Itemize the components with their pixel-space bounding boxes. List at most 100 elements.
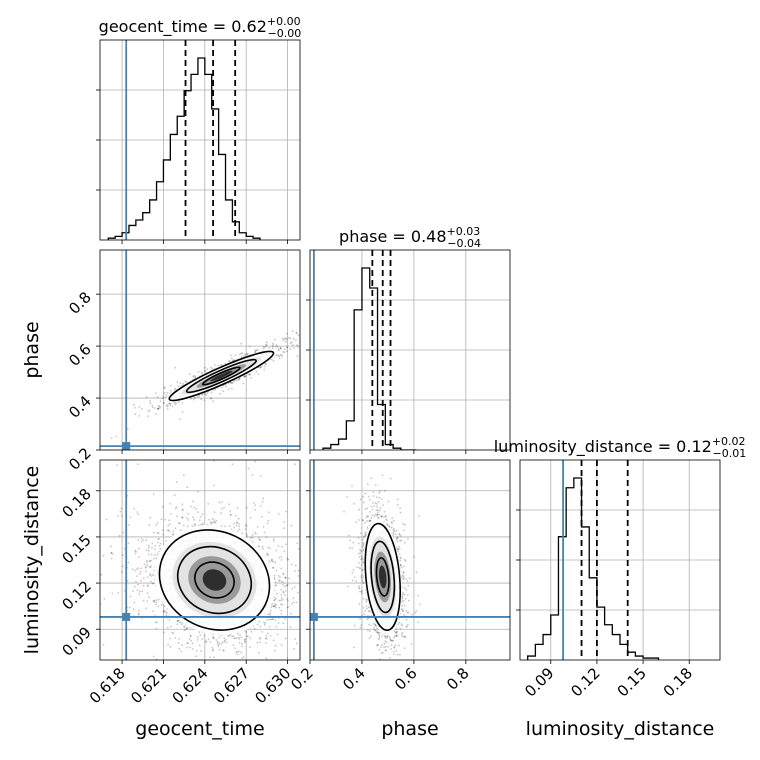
scatter-point bbox=[120, 507, 123, 510]
scatter-point bbox=[280, 597, 283, 599]
scatter-point bbox=[151, 404, 154, 407]
scatter-point bbox=[152, 573, 154, 576]
scatter-point bbox=[296, 344, 298, 346]
scatter-point bbox=[319, 530, 321, 532]
scatter-point bbox=[151, 547, 153, 549]
scatter-point bbox=[272, 639, 275, 642]
scatter-point bbox=[276, 346, 279, 348]
scatter-point bbox=[132, 590, 135, 593]
panel-1-0 bbox=[96, 249, 301, 454]
scatter-point bbox=[234, 647, 236, 649]
scatter-point bbox=[266, 344, 268, 347]
scatter-point bbox=[236, 650, 239, 653]
scatter-point bbox=[272, 342, 274, 345]
scatter-point bbox=[240, 342, 243, 345]
scatter-point bbox=[230, 513, 232, 516]
scatter-point bbox=[165, 404, 168, 407]
scatter-point bbox=[284, 585, 286, 588]
scatter-point bbox=[280, 599, 282, 602]
scatter-point bbox=[245, 532, 248, 535]
scatter-point bbox=[134, 585, 136, 588]
scatter-point bbox=[346, 601, 348, 603]
scatter-point bbox=[110, 552, 113, 554]
scatter-point bbox=[210, 522, 213, 525]
panel-content bbox=[100, 250, 300, 450]
scatter-point bbox=[183, 524, 185, 527]
scatter-point bbox=[217, 645, 220, 648]
scatter-point bbox=[275, 597, 277, 600]
scatter-point bbox=[178, 637, 181, 640]
scatter-point bbox=[173, 389, 176, 391]
scatter-point bbox=[168, 402, 170, 405]
scatter-point bbox=[167, 404, 169, 406]
scatter-point bbox=[193, 374, 196, 377]
title-minus: −0.00 bbox=[268, 27, 302, 40]
scatter-point bbox=[209, 397, 212, 400]
panel-content bbox=[310, 250, 510, 450]
scatter-point bbox=[181, 402, 184, 404]
scatter-point bbox=[143, 563, 146, 566]
scatter-point bbox=[199, 515, 202, 518]
scatter-point bbox=[264, 346, 266, 348]
scatter-point bbox=[229, 381, 232, 384]
scatter-point bbox=[253, 502, 256, 504]
scatter-point bbox=[260, 475, 262, 477]
scatter-point bbox=[150, 559, 153, 562]
scatter-point bbox=[249, 373, 251, 376]
scatter-point bbox=[280, 346, 282, 349]
scatter-point bbox=[231, 635, 234, 638]
scatter-point bbox=[266, 553, 269, 556]
scatter-point bbox=[139, 572, 141, 575]
scatter-point bbox=[188, 373, 191, 376]
scatter-point bbox=[189, 634, 192, 637]
scatter-point bbox=[245, 525, 248, 527]
scatter-point bbox=[168, 619, 171, 621]
scatter-point bbox=[166, 405, 169, 408]
scatter-point bbox=[153, 600, 155, 603]
scatter-point bbox=[277, 575, 280, 577]
scatter-point bbox=[166, 391, 169, 394]
scatter-point bbox=[176, 620, 179, 622]
scatter-point bbox=[138, 590, 141, 593]
scatter-point bbox=[263, 666, 265, 668]
scatter-point bbox=[147, 415, 149, 417]
scatter-point bbox=[249, 637, 252, 640]
scatter-point bbox=[210, 366, 212, 369]
scatter-point bbox=[158, 405, 161, 408]
scatter-point bbox=[127, 456, 129, 458]
scatter-point bbox=[244, 375, 247, 378]
scatter-point bbox=[292, 337, 295, 340]
axis-frame bbox=[99, 39, 301, 241]
scatter-point bbox=[275, 584, 277, 586]
scatter-point bbox=[283, 521, 286, 523]
scatter-point bbox=[192, 398, 195, 401]
scatter-point bbox=[232, 359, 235, 362]
scatter-point bbox=[148, 409, 151, 412]
scatter-point bbox=[271, 560, 273, 563]
scatter-point bbox=[174, 366, 177, 369]
scatter-point bbox=[205, 641, 208, 643]
scatter-point bbox=[283, 550, 286, 553]
scatter-point bbox=[119, 510, 122, 513]
scatter-point bbox=[261, 545, 264, 548]
scatter-point bbox=[230, 357, 233, 360]
scatter-point bbox=[296, 355, 299, 358]
scatter-point bbox=[249, 646, 252, 649]
scatter-point bbox=[169, 389, 172, 392]
scatter-point bbox=[159, 406, 162, 409]
scatter-point bbox=[228, 388, 230, 391]
scatter-point bbox=[163, 609, 166, 612]
scatter-point bbox=[200, 398, 203, 401]
scatter-point bbox=[258, 538, 261, 541]
scatter-point bbox=[169, 404, 172, 407]
scatter-point bbox=[247, 373, 250, 376]
scatter-point bbox=[196, 639, 199, 641]
scatter-point bbox=[295, 339, 297, 342]
scatter-point bbox=[156, 396, 159, 398]
panel-2-2: luminosity_distance = 0.12+0.02 −0.01 bbox=[494, 435, 746, 664]
scatter-point bbox=[168, 530, 171, 533]
scatter-point bbox=[262, 526, 265, 528]
scatter-point bbox=[265, 345, 268, 347]
scatter-point bbox=[259, 505, 262, 507]
